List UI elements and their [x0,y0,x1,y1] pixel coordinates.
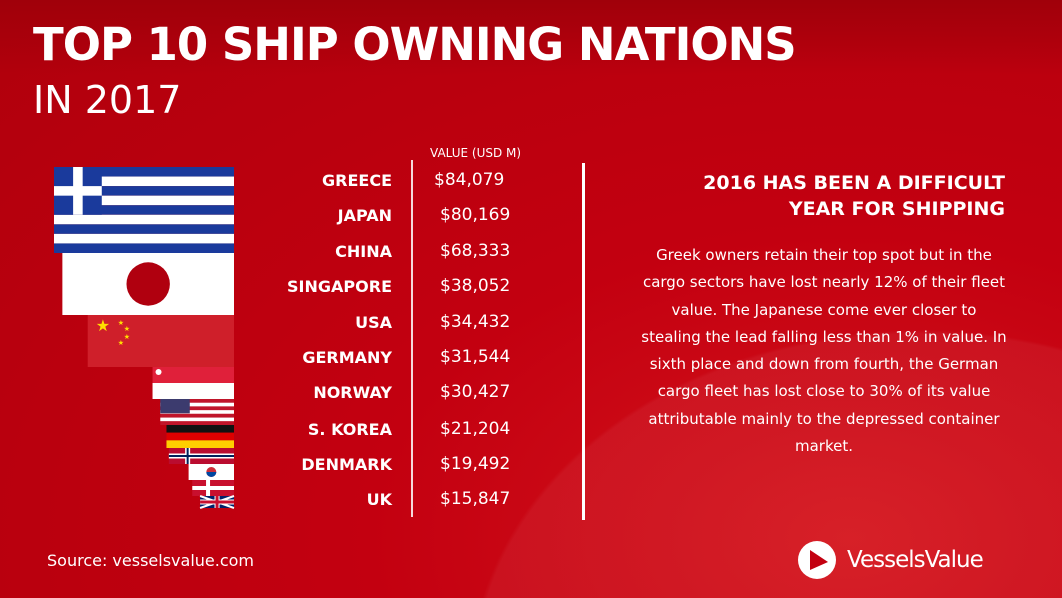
commentary-heading-line2: YEAR FOR SHIPPING [788,198,1005,220]
play-triangle-logo-icon [798,541,836,579]
value-label: $30,427 [440,382,511,402]
vesselsvalue-logo: VesselsValue [797,540,984,580]
value-label: $19,492 [440,454,511,474]
country-label: CHINA [335,242,392,261]
value-label: $80,169 [440,205,511,225]
svg-text:★: ★ [124,333,130,341]
country-label: NORWAY [313,383,392,402]
section-divider [582,163,585,520]
country-label: GREECE [322,171,392,190]
logo-text: VesselsValue [847,547,984,573]
commentary-heading-line1: 2016 HAS BEEN A DIFFICULT [703,172,1005,194]
svg-text:★: ★ [124,325,130,333]
singapore-flag-icon [152,367,234,399]
country-label: SINGAPORE [287,277,392,296]
germany-flag-icon [166,425,234,448]
value-label: $31,544 [440,347,511,367]
uk-flag-icon [199,495,235,509]
value-label: $38,052 [440,276,511,296]
japan-flag-icon [62,253,234,315]
greece-flag-icon [54,167,234,253]
denmark-flag-icon [192,480,234,496]
column-divider [411,160,413,517]
header-band [0,0,1062,75]
svg-text:★: ★ [118,339,124,347]
value-label: $84,079 [434,170,505,190]
country-label: JAPAN [337,206,392,225]
value-label: $21,204 [440,419,511,439]
flag-bars: ★ ★★★★ [54,167,235,509]
china-flag-icon: ★ ★★★★ [87,315,235,367]
usa-flag-icon [160,399,234,425]
norway-flag-icon [168,448,234,464]
page-title: TOP 10 SHIP OWNING NATIONS [33,18,797,71]
commentary-body: Greek owners retain their top spot but i… [641,246,1007,456]
south-korea-flag-icon [188,464,234,480]
value-label: $15,847 [440,489,511,509]
value-column-header: VALUE (USD M) [430,146,522,160]
country-label: USA [355,313,392,332]
page-subtitle: IN 2017 [33,78,182,122]
svg-text:★: ★ [118,319,124,327]
svg-text:★: ★ [96,316,110,335]
country-label: DENMARK [301,455,392,474]
country-label: S. KOREA [307,420,392,439]
country-label: UK [366,490,392,509]
commentary-heading: 2016 HAS BEEN A DIFFICULT YEAR FOR SHIPP… [600,170,1005,222]
value-label: $34,432 [440,312,511,332]
source-note: Source: vesselsvalue.com [47,551,254,570]
country-label: GERMANY [302,348,392,367]
value-label: $68,333 [440,241,511,261]
